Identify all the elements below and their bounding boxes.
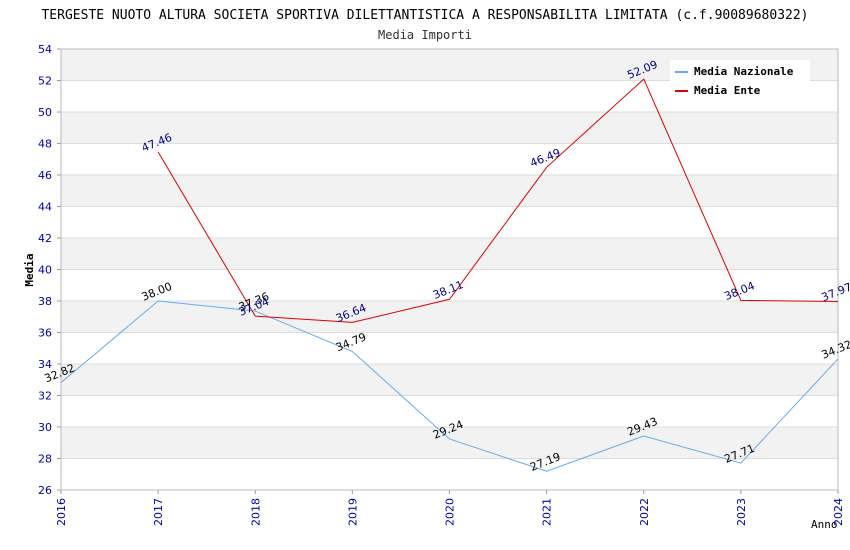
grid-band	[61, 112, 838, 144]
series-line-ente	[157, 78, 839, 323]
y-tick-label: 28	[38, 453, 52, 466]
y-tick-label: 26	[38, 484, 52, 497]
x-tick-label: 2022	[638, 498, 651, 526]
plot-frame	[60, 48, 839, 491]
background-bands	[61, 49, 838, 459]
legend-label-nazionale: Media Nazionale	[694, 65, 794, 78]
gridlines	[57, 48, 839, 494]
y-tick-label: 42	[38, 232, 52, 245]
legend-label-ente: Media Ente	[694, 84, 761, 97]
legend: Media Nazionale Media Ente	[670, 60, 810, 104]
y-tick-label: 46	[38, 169, 52, 182]
x-tick-label: 2019	[346, 498, 359, 526]
y-tick-label: 54	[38, 43, 52, 56]
grid-band	[61, 175, 838, 207]
y-tick-label: 30	[38, 421, 52, 434]
y-tick-label: 36	[38, 327, 52, 340]
data-label: 38.00	[140, 280, 174, 304]
data-label: 38.11	[431, 278, 465, 302]
x-tick-label: 2021	[541, 498, 554, 526]
grid-band	[61, 238, 838, 270]
grid-band	[61, 364, 838, 396]
x-tick-label: 2020	[444, 498, 457, 526]
x-axis-label: Anno	[811, 518, 838, 531]
y-axis-label: Media	[23, 253, 36, 286]
y-tick-label: 50	[38, 106, 52, 119]
chart-subtitle: Media Importi	[378, 28, 472, 42]
x-tick-label: 2017	[152, 498, 165, 526]
x-tick-label: 2018	[249, 498, 262, 526]
legend-box	[670, 60, 810, 104]
x-tick-label: 2024	[832, 498, 845, 526]
x-axis-ticks: 2016 2017 2018 2019 2020 2021 2022 2023 2024	[55, 498, 845, 526]
y-tick-label: 38	[38, 295, 52, 308]
y-tick-label: 52	[38, 75, 52, 88]
y-tick-label: 40	[38, 264, 52, 277]
grid-band	[61, 301, 838, 333]
data-label: 34.32	[820, 338, 850, 362]
x-tick-label: 2023	[735, 498, 748, 526]
data-label: 46.49	[528, 146, 562, 170]
y-tick-label: 48	[38, 138, 52, 151]
chart-title: TERGESTE NUOTO ALTURA SOCIETA SPORTIVA D…	[41, 8, 808, 23]
x-tick-label: 2016	[55, 498, 68, 526]
y-axis-ticks: 26 28 30 32 34 36 38 40 42 44 46 48 50 52 54	[38, 43, 52, 497]
data-label: 38.04	[723, 279, 757, 303]
series-line-nazionale	[60, 300, 839, 472]
series-lines	[60, 78, 839, 472]
y-tick-label: 44	[38, 201, 52, 214]
y-tick-label: 34	[38, 358, 52, 371]
grid-band	[61, 427, 838, 459]
y-tick-label: 32	[38, 390, 52, 403]
